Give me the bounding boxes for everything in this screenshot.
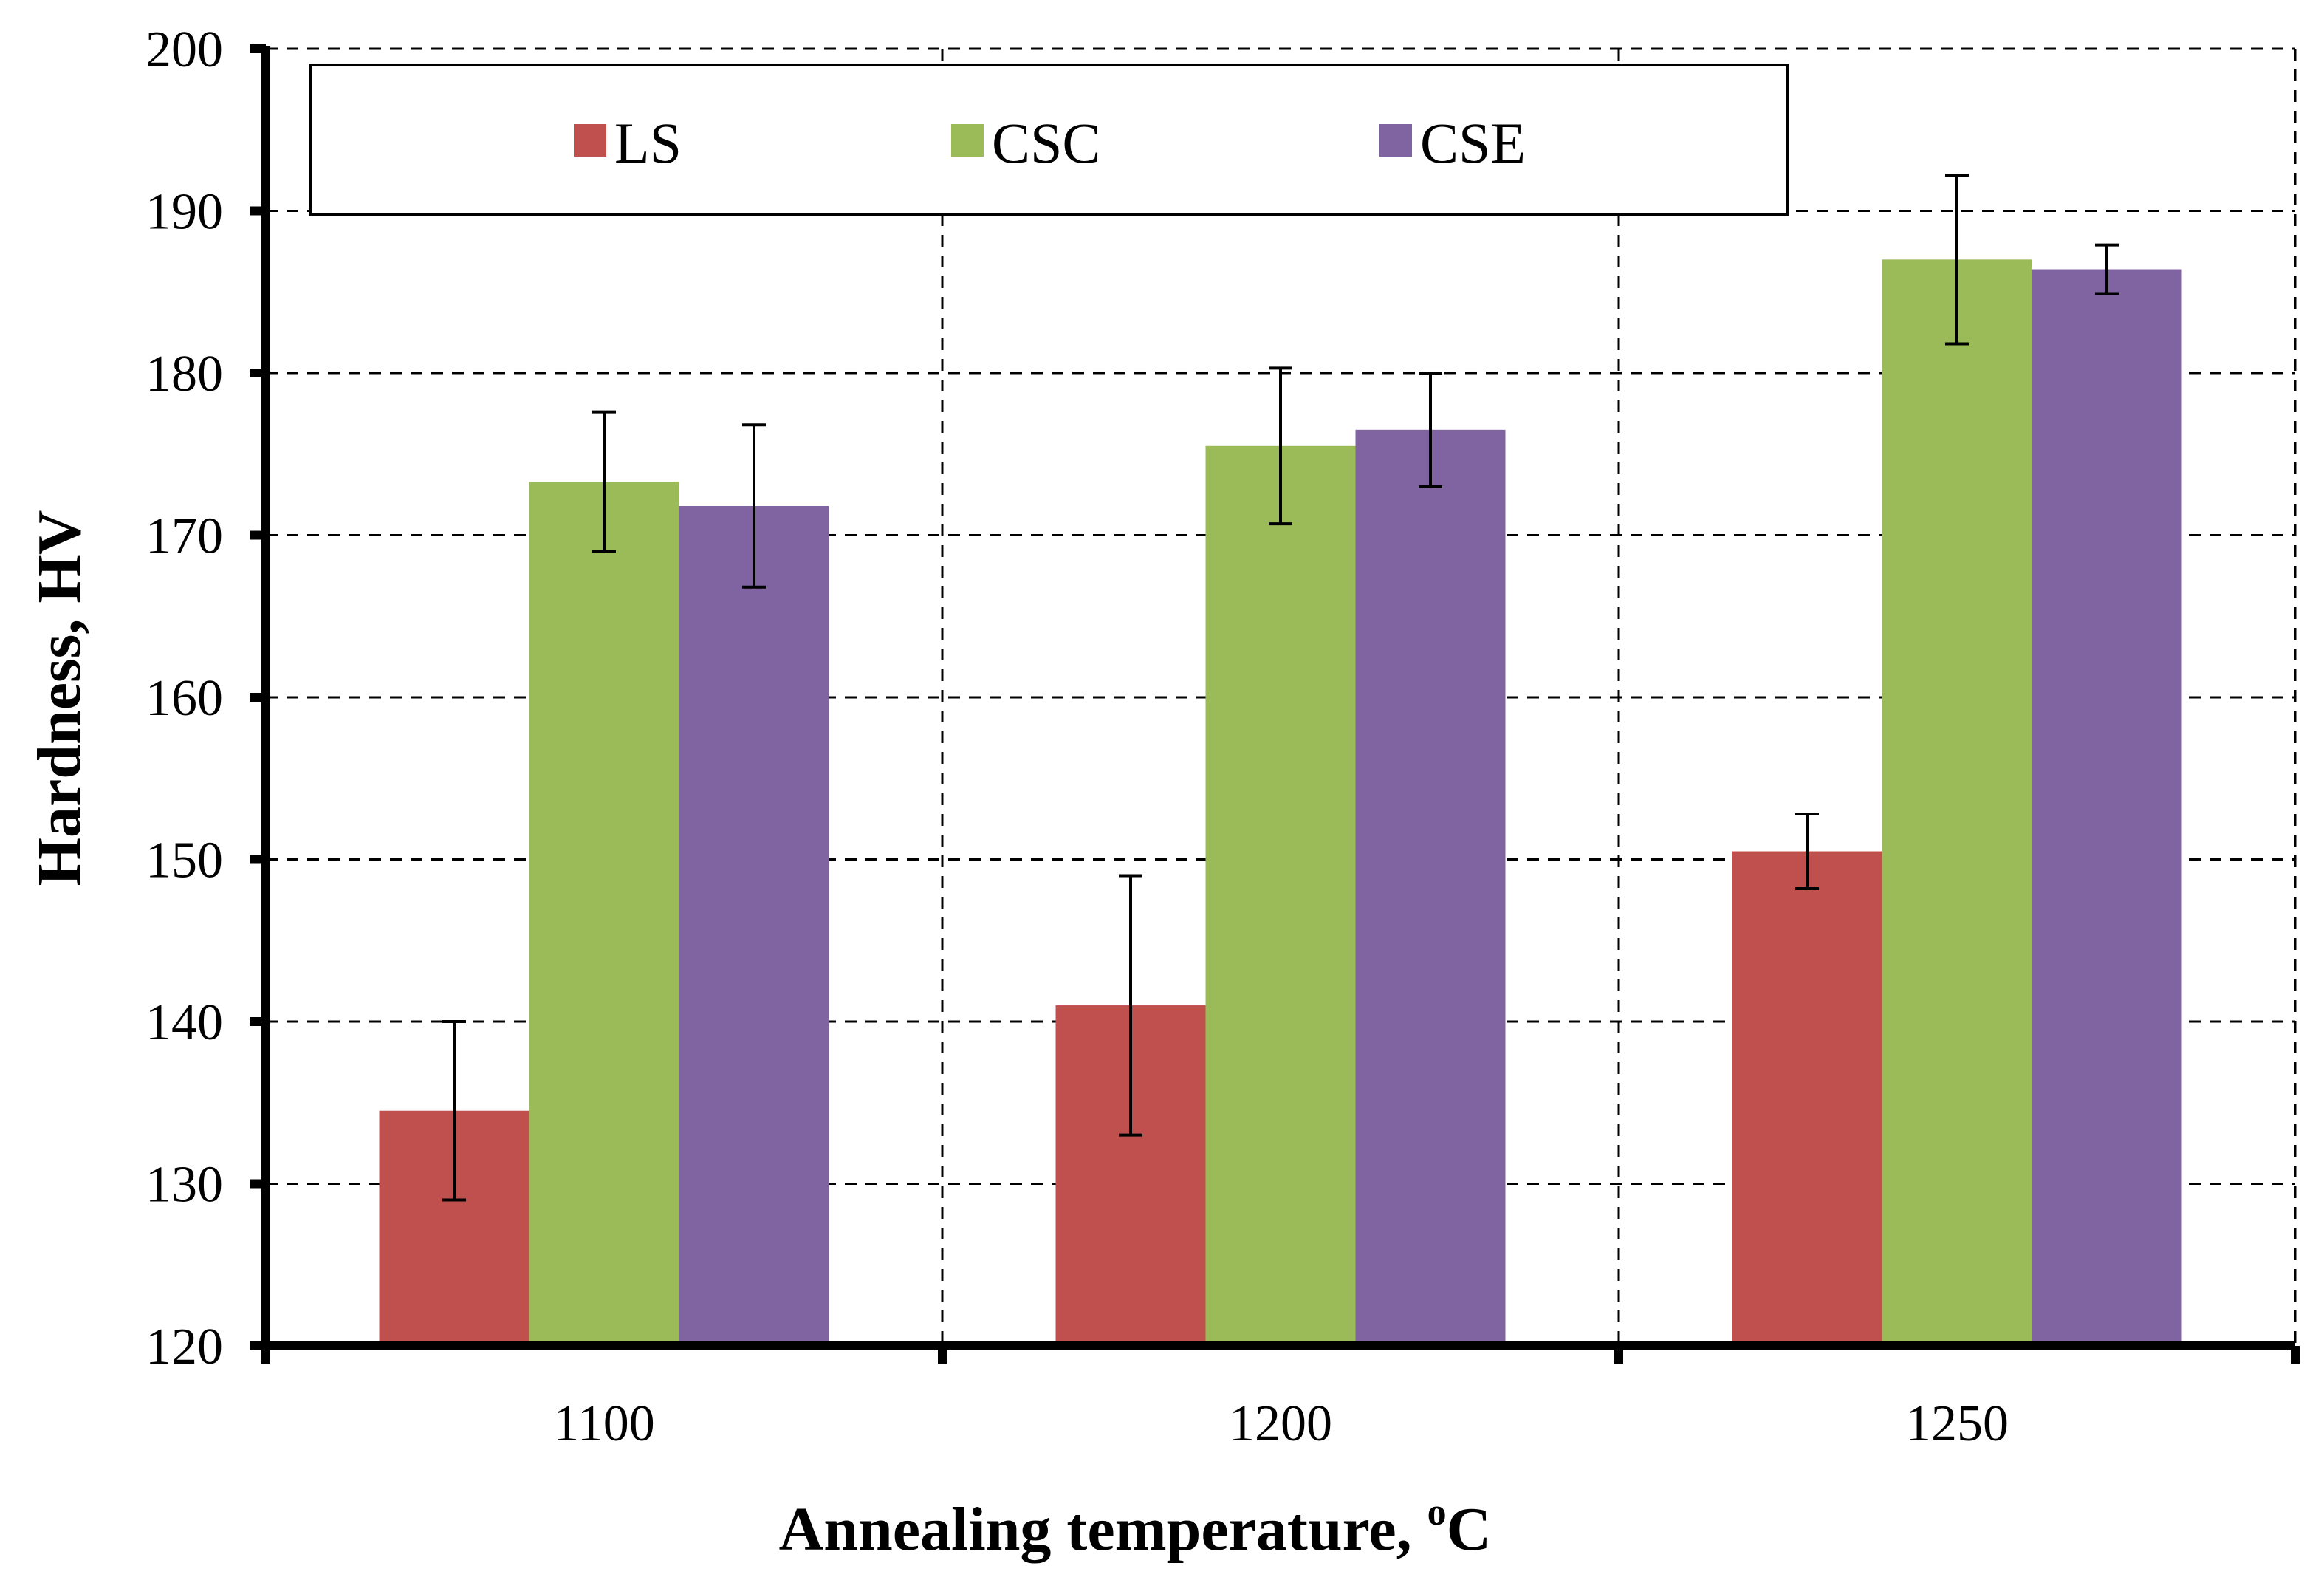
- error-bar-csc-1100: [592, 410, 616, 553]
- bar-ls-1250: [1732, 851, 1882, 1346]
- error-bar-ls-1200: [1119, 874, 1142, 1137]
- legend-box: [309, 64, 1789, 216]
- bar-csc-1250: [1882, 259, 2032, 1347]
- legend-label-csc: CSC: [992, 111, 1100, 175]
- error-bars: [442, 174, 2119, 1202]
- x-tick-labels: 1100 1200 1250: [553, 1395, 2009, 1452]
- x-tick-label-1200: 1200: [1229, 1395, 1332, 1452]
- x-axis-title-degree: o: [1427, 1491, 1447, 1533]
- error-bar-csc-1200: [1269, 366, 1292, 526]
- error-bar-cse-1200: [1419, 372, 1442, 488]
- error-bar-cse-1250: [2095, 243, 2119, 295]
- error-bar-ls-1250: [1795, 813, 1819, 891]
- x-axis-title-main: Annealing temperature,: [779, 1495, 1427, 1564]
- y-tick-label-190: 190: [145, 184, 223, 241]
- y-tick-labels: 120 130 140 150 160 170 180 190 200: [145, 21, 223, 1375]
- legend-swatch-cse: [1379, 124, 1412, 157]
- legend-label-cse: CSE: [1420, 111, 1526, 175]
- bar-csc-1200: [1205, 445, 1356, 1346]
- x-tick-label-1100: 1100: [553, 1395, 654, 1452]
- error-bar-cse-1100: [742, 423, 766, 589]
- error-bar-ls-1100: [442, 1020, 466, 1202]
- x-tick-label-1250: 1250: [1905, 1395, 2009, 1452]
- legend: LS CSC CSE: [309, 64, 1789, 216]
- y-axis-title: Hardness, HV: [25, 510, 94, 886]
- error-bar-csc-1250: [1945, 174, 1969, 346]
- legend-swatch-ls: [574, 124, 606, 157]
- y-tick-label-170: 170: [145, 508, 223, 565]
- legend-label-ls: LS: [614, 111, 682, 175]
- y-tick-label-140: 140: [145, 994, 223, 1051]
- x-axis-title: Annealing temperature, oC: [779, 1491, 1492, 1564]
- x-axis-title-unit: C: [1447, 1495, 1492, 1564]
- bars: [379, 259, 2182, 1347]
- bar-cse-1200: [1355, 429, 1506, 1347]
- bar-cse-1250: [2032, 269, 2182, 1346]
- y-tick-label-130: 130: [145, 1157, 223, 1214]
- y-tick-label-160: 160: [145, 670, 223, 727]
- bar-csc-1100: [529, 482, 679, 1347]
- y-tick-label-200: 200: [145, 21, 223, 78]
- y-tick-label-180: 180: [145, 346, 223, 403]
- bar-cse-1100: [679, 505, 829, 1346]
- y-tick-label-120: 120: [145, 1319, 223, 1375]
- y-tick-label-150: 150: [145, 832, 223, 889]
- legend-swatch-csc: [951, 124, 984, 157]
- axes: [250, 44, 2300, 1364]
